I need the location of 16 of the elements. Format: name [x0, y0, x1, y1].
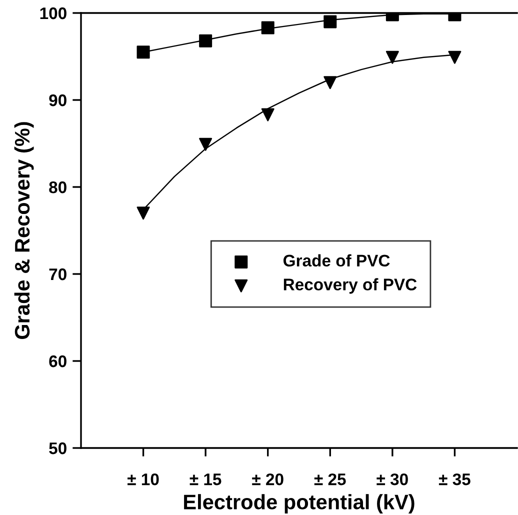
x-tick-label: ± 10: [128, 473, 159, 486]
y-tick-label: 100: [40, 7, 66, 20]
y-tick-label: 80: [49, 181, 66, 194]
y-tick-label: 90: [49, 94, 66, 106]
y-tick-label: 50: [49, 442, 66, 454]
x-tick-label: ± 35: [438, 473, 470, 486]
x-tick-label: ± 15: [190, 474, 222, 486]
y-axis-title: Grade & Recovery (%): [14, 122, 34, 340]
x-tick-label: ± 20: [252, 473, 284, 486]
legend-label: Recovery of PVC: [284, 278, 417, 294]
y-tick-label: 60: [49, 355, 66, 368]
x-tick-label: ± 30: [376, 473, 408, 486]
x-axis-title: Electrode potential (kV): [184, 494, 414, 514]
y-tick-label: 70: [49, 268, 66, 280]
x-tick-label: ± 25: [314, 473, 346, 486]
legend-label: Grade of PVC: [284, 254, 390, 267]
